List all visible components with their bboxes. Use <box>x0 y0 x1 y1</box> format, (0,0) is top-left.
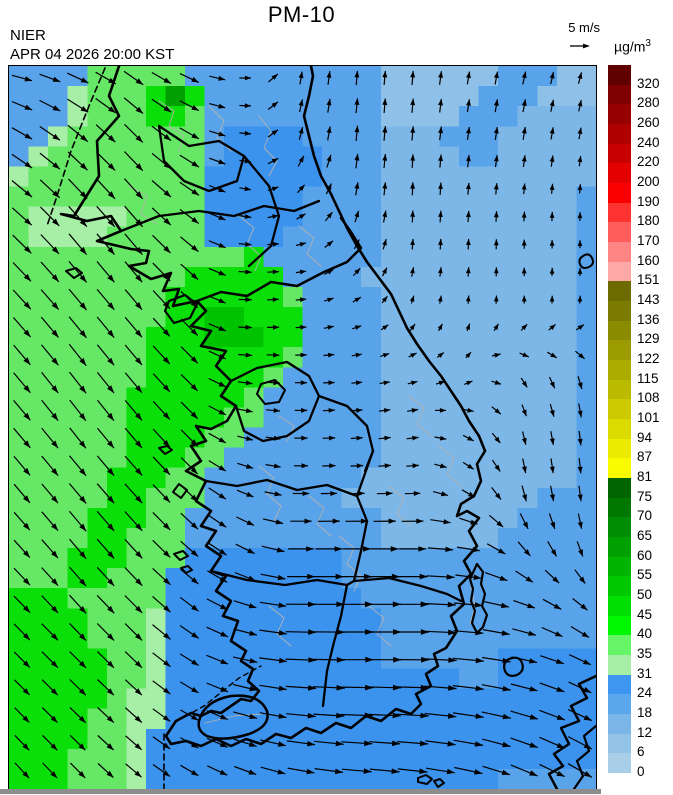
wind-arrows <box>11 70 593 779</box>
pm-concentration-grid <box>9 66 596 789</box>
datetime-label: APR 04 2026 20:00 KST <box>10 46 175 63</box>
coastline-and-borders <box>59 66 487 748</box>
colorbar-tick-label: 180 <box>637 213 660 229</box>
colorbar-segment <box>608 65 631 86</box>
colorbar-tick-label: 24 <box>637 685 653 701</box>
colorbar-segment <box>608 576 631 597</box>
colorbar-tick-label: 151 <box>637 272 660 288</box>
colorbar-tick-label: 200 <box>637 174 660 189</box>
colorbar-tick-label: 6 <box>637 744 645 760</box>
colorbar-tick-label: 18 <box>637 705 653 720</box>
colorbar-segment <box>608 104 631 125</box>
map-frame-shadow <box>0 789 601 794</box>
colorbar-tick-label: 75 <box>637 488 653 504</box>
colorbar-segment <box>608 478 631 499</box>
colorbar-segment <box>608 360 631 381</box>
colorbar-tick-label: 45 <box>637 606 653 622</box>
colorbar-tick-label: 280 <box>637 95 660 111</box>
colorbar-segment <box>608 753 631 774</box>
colorbar-tick-label: 129 <box>637 331 660 347</box>
colorbar-tick-label: 101 <box>637 410 660 425</box>
colorbar-segment <box>608 399 631 420</box>
wind-scale-label: 5 m/s <box>568 20 600 35</box>
colorbar-segment <box>608 163 631 184</box>
wind-scale-arrow-icon <box>566 38 594 56</box>
colorbar-tick-label: 55 <box>637 567 653 583</box>
forecast-map <box>8 65 597 790</box>
page-title: PM-10 <box>267 2 336 27</box>
colorbar-tick-label: 136 <box>637 311 660 327</box>
colorbar-tick-label: 115 <box>637 370 659 386</box>
colorbar-segment <box>608 379 631 400</box>
colorbar-segment <box>608 655 631 676</box>
colorbar-tick-label: 70 <box>637 508 653 524</box>
colorbar <box>608 65 631 774</box>
colorbar-tick-label: 94 <box>637 429 653 445</box>
colorbar-tick-label: 0 <box>637 764 645 779</box>
colorbar-segment <box>608 635 631 656</box>
map-canvas <box>9 66 596 789</box>
colorbar-tick-label: 160 <box>637 252 660 268</box>
colorbar-tick-label: 190 <box>637 193 660 209</box>
colorbar-segment <box>608 458 631 479</box>
colorbar-segment <box>608 340 631 361</box>
units-base: µg/m <box>614 38 646 55</box>
colorbar-tick-label: 220 <box>637 154 660 170</box>
colorbar-segment <box>608 714 631 735</box>
units-label: µg/m3 <box>614 38 651 55</box>
units-exponent: 3 <box>645 38 651 49</box>
dashed-boundaries <box>46 67 262 789</box>
colorbar-tick-label: 170 <box>637 233 660 248</box>
colorbar-segment <box>608 537 631 558</box>
colorbar-segment <box>608 301 631 322</box>
colorbar-segment <box>608 242 631 263</box>
colorbar-tick-label: 60 <box>637 547 653 563</box>
colorbar-segment <box>608 183 631 204</box>
colorbar-tick-label: 87 <box>637 449 653 465</box>
colorbar-segment <box>608 694 631 715</box>
colorbar-segment <box>608 615 631 636</box>
colorbar-segment <box>608 419 631 440</box>
colorbar-segment <box>608 556 631 577</box>
colorbar-segment <box>608 438 631 459</box>
colorbar-segment <box>608 202 631 223</box>
colorbar-tick-label: 260 <box>637 115 660 130</box>
colorbar-tick-label: 31 <box>637 665 653 681</box>
agency-label: NIER <box>10 27 46 44</box>
colorbar-segment <box>608 517 631 538</box>
colorbar-segment <box>608 124 631 145</box>
colorbar-segment <box>608 143 631 164</box>
colorbar-tick-label: 12 <box>637 724 653 740</box>
colorbar-tick-label: 122 <box>637 351 660 366</box>
colorbar-tick-label: 35 <box>637 646 653 661</box>
colorbar-tick-label: 40 <box>637 626 653 642</box>
colorbar-segment <box>608 261 631 282</box>
colorbar-segment <box>608 497 631 518</box>
colorbar-tick-label: 81 <box>637 469 653 484</box>
colorbar-tick-label: 50 <box>637 587 653 602</box>
colorbar-segment <box>608 596 631 617</box>
colorbar-segment <box>608 84 631 105</box>
colorbar-segment <box>608 281 631 302</box>
colorbar-segment <box>608 222 631 243</box>
colorbar-tick-label: 65 <box>637 528 653 543</box>
colorbar-segment <box>608 674 631 695</box>
colorbar-tick-label: 240 <box>637 134 660 150</box>
colorbar-segment <box>608 733 631 754</box>
colorbar-tick-label: 108 <box>637 390 660 406</box>
colorbar-tick-label: 320 <box>637 75 660 91</box>
colorbar-segment <box>608 320 631 341</box>
colorbar-labels: 320 280 260 240 220 200 190 180 170 160 151 143 136 1… <box>637 65 673 781</box>
colorbar-tick-label: 143 <box>637 292 660 307</box>
